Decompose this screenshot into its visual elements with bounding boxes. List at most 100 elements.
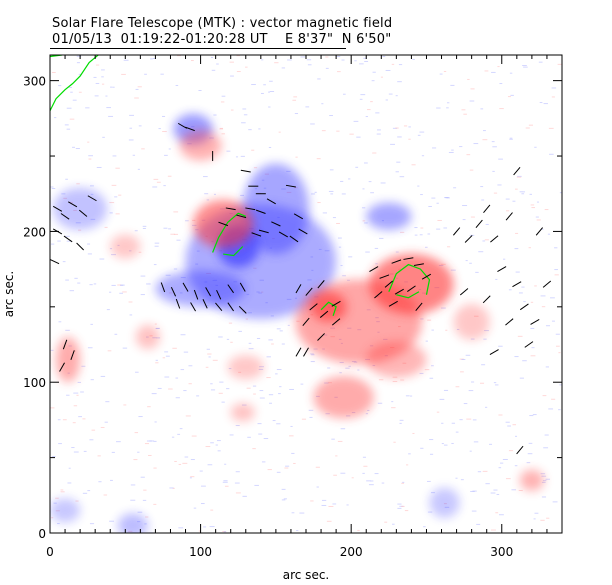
noise-speck [76,62,80,64]
noise-speck [218,336,223,338]
noise-speck [554,269,558,271]
noise-speck [531,207,536,209]
noise-speck [528,124,534,126]
noise-speck [236,71,241,73]
noise-speck [73,451,79,453]
field-vector [302,317,310,327]
noise-speck [177,433,181,435]
noise-speck [521,286,525,288]
noise-speck [322,212,328,214]
noise-speck [217,450,221,452]
noise-speck [459,419,463,421]
noise-speck [540,228,544,230]
noise-speck [109,212,113,214]
axis-ticks [49,55,563,534]
noise-speck [491,141,495,143]
noise-speck [342,275,346,277]
positive-field-region [110,234,141,259]
noise-speck [363,162,368,164]
noise-speck [538,61,543,63]
noise-speck [134,230,138,232]
noise-speck [402,481,405,483]
noise-speck [130,499,136,501]
noise-speck [141,148,145,150]
noise-speck [522,65,527,67]
noise-speck [212,359,218,361]
noise-speck [321,130,326,132]
field-vector [60,213,70,220]
noise-speck [98,481,102,483]
field-vector [225,207,236,211]
noise-speck [375,263,378,265]
noise-speck [480,108,484,110]
noise-speck [485,223,489,225]
noise-speck [306,59,312,61]
noise-speck [97,455,101,457]
noise-speck [551,398,556,400]
noise-speck [281,343,285,345]
noise-speck [357,369,360,371]
noise-speck [492,170,495,172]
noise-speck [110,479,113,481]
noise-speck [505,478,511,480]
noise-speck [515,271,520,273]
noise-speck [180,334,186,336]
noise-speck [528,247,531,249]
noise-speck [173,211,179,213]
noise-speck [74,277,78,279]
field-vector [185,126,195,132]
noise-speck [82,492,88,494]
noise-speck [119,292,123,294]
noise-speck [163,185,166,187]
noise-speck [381,482,385,484]
noise-speck [50,186,54,188]
noise-speck [163,227,168,229]
noise-speck [368,484,374,486]
noise-speck [240,194,244,196]
field-vector [394,288,404,295]
noise-speck [134,97,139,99]
noise-speck [247,436,251,438]
noise-speck [95,64,100,66]
noise-speck [372,71,376,73]
noise-speck [522,360,527,362]
noise-speck [401,505,405,507]
noise-speck [505,421,510,423]
noise-speck [550,297,555,299]
noise-speck [138,416,143,418]
noise-speck [165,355,170,357]
noise-speck [385,69,391,71]
noise-speck [554,274,559,276]
noise-speck [140,294,145,296]
noise-speck [378,379,384,381]
noise-speck [158,128,161,130]
noise-speck [526,462,531,464]
noise-speck [459,146,463,148]
noise-speck [283,498,287,500]
noise-speck [66,240,72,242]
noise-speck [142,225,147,227]
negative-field-region [117,513,148,533]
noise-speck [360,94,366,96]
noise-speck [76,55,82,57]
field-vector [289,235,299,243]
noise-speck [522,191,526,193]
noise-speck [57,240,61,242]
noise-speck [276,471,281,473]
noise-speck [112,155,117,157]
noise-speck [544,434,549,436]
noise-speck [272,420,276,422]
field-vector [415,302,423,311]
noise-speck [509,72,513,74]
field-vector [317,280,325,289]
noise-speck [472,419,477,421]
noise-speck [261,461,266,463]
noise-speck [203,526,207,528]
noise-speck [235,156,239,158]
noise-speck [78,91,82,93]
noise-speck [497,66,500,68]
noise-speck [111,451,115,453]
noise-speck [525,127,530,129]
noise-speck [339,372,342,374]
